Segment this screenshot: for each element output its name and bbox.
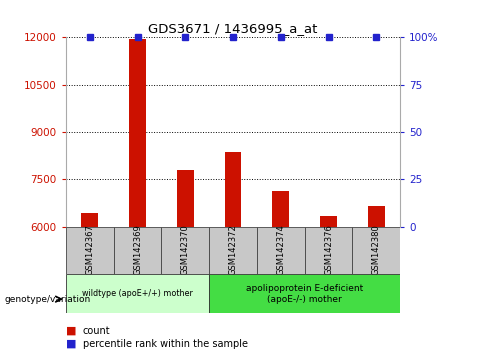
Text: GSM142367: GSM142367 (85, 224, 94, 275)
Text: GSM142380: GSM142380 (372, 224, 381, 275)
Bar (224, 152, 242, 227)
Text: GSM142369: GSM142369 (133, 224, 142, 275)
Bar (320, 216, 337, 227)
Text: GSM142374: GSM142374 (276, 224, 285, 275)
Bar (257, 227, 305, 274)
Bar (66, 274, 209, 313)
Text: GSM142376: GSM142376 (324, 224, 333, 275)
Text: GSM142372: GSM142372 (228, 224, 238, 275)
Bar (129, 39, 146, 227)
Bar (305, 227, 352, 274)
Bar (114, 227, 162, 274)
Text: apolipoprotein E-deficient
(apoE-/-) mother: apolipoprotein E-deficient (apoE-/-) mot… (246, 284, 363, 303)
Bar (177, 170, 194, 227)
Text: GSM142370: GSM142370 (181, 224, 190, 275)
Bar (352, 227, 400, 274)
Text: genotype/variation: genotype/variation (5, 295, 91, 304)
Text: wildtype (apoE+/+) mother: wildtype (apoE+/+) mother (82, 289, 193, 298)
Bar (209, 227, 257, 274)
Bar (368, 206, 385, 227)
Bar (81, 213, 98, 227)
Text: ■: ■ (66, 339, 77, 349)
Bar (272, 191, 289, 227)
Text: percentile rank within the sample: percentile rank within the sample (83, 339, 248, 349)
Text: count: count (83, 326, 111, 336)
Title: GDS3671 / 1436995_a_at: GDS3671 / 1436995_a_at (148, 22, 318, 35)
Bar (209, 274, 400, 313)
Bar (66, 227, 114, 274)
Text: ■: ■ (66, 326, 77, 336)
Bar (162, 227, 209, 274)
